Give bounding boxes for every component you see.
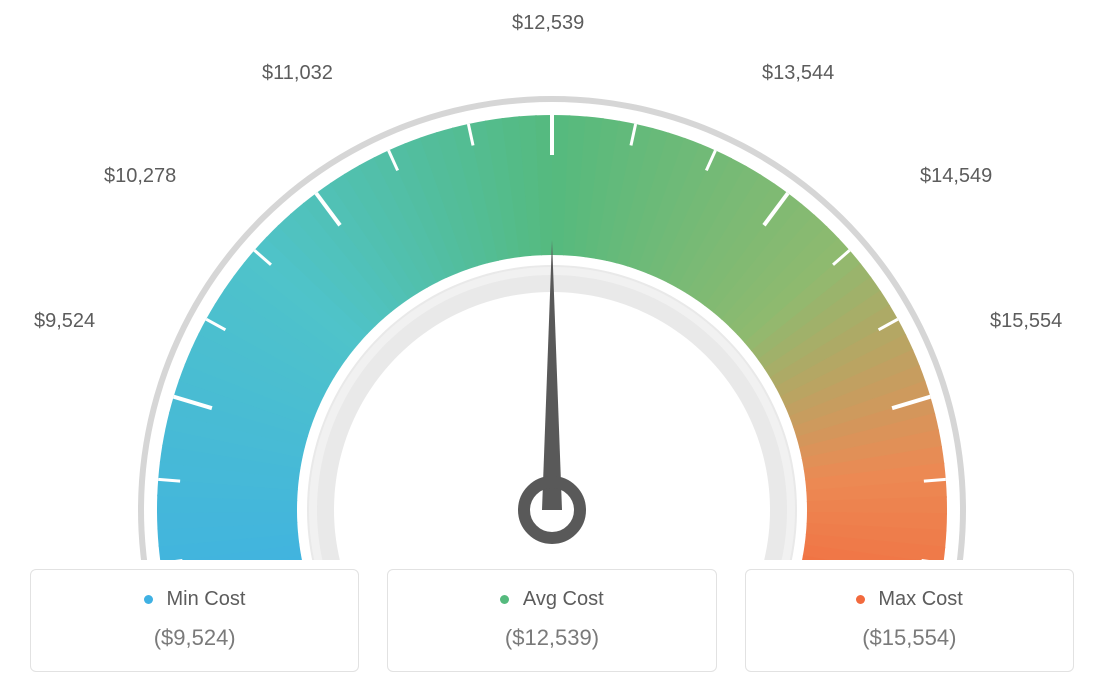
avg-cost-value: ($12,539) [398, 625, 705, 651]
tick-label-4: $13,544 [762, 62, 834, 85]
avg-dot [500, 595, 509, 604]
min-cost-label: Min Cost [166, 588, 245, 610]
tick-label-3: $12,539 [512, 12, 584, 35]
tick-label-2: $11,032 [262, 62, 333, 85]
max-cost-card: Max Cost ($15,554) [745, 569, 1074, 672]
summary-cards: Min Cost ($9,524) Avg Cost ($12,539) Max… [30, 569, 1074, 672]
min-cost-card: Min Cost ($9,524) [30, 569, 359, 672]
cost-gauge-chart: $9,524 $10,278 $11,032 $12,539 $13,544 $… [0, 0, 1104, 540]
tick-label-0: $9,524 [34, 310, 95, 333]
tick-label-1: $10,278 [104, 165, 176, 188]
avg-cost-card: Avg Cost ($12,539) [387, 569, 716, 672]
gauge-svg [132, 20, 972, 560]
max-cost-value: ($15,554) [756, 625, 1063, 651]
avg-cost-label: Avg Cost [523, 588, 604, 610]
min-cost-value: ($9,524) [41, 625, 348, 651]
min-dot [144, 595, 153, 604]
max-dot [856, 595, 865, 604]
max-cost-label: Max Cost [878, 588, 962, 610]
tick-label-5: $14,549 [920, 165, 992, 188]
tick-label-6: $15,554 [990, 310, 1062, 333]
